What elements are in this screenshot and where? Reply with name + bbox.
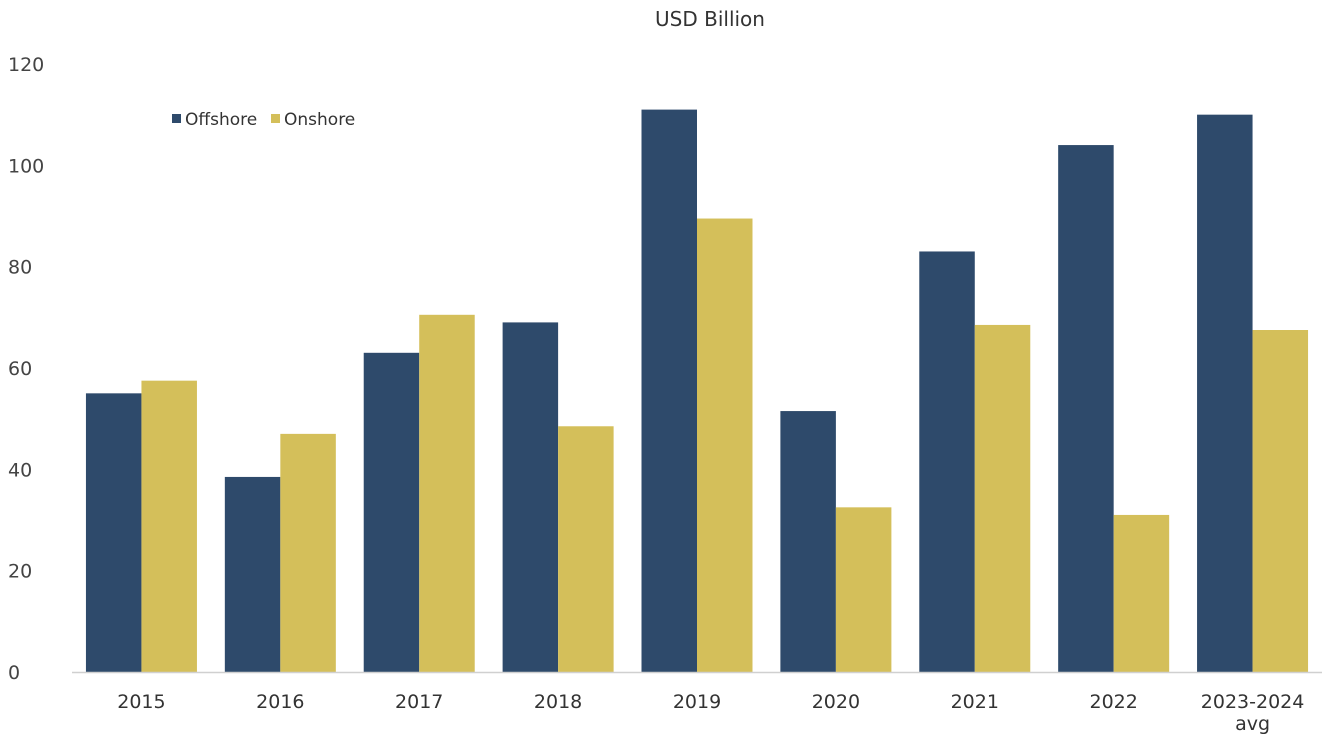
y-axis: 0 20 40 60 80 100 120 — [8, 54, 44, 684]
x-tick-label: 2022 — [1089, 691, 1137, 713]
x-tick-label: 2016 — [256, 691, 304, 713]
x-tick-label: 2017 — [395, 691, 443, 713]
x-tick-label: 2023-2024 avg — [1201, 691, 1305, 735]
bar-offshore-2021 — [919, 251, 975, 672]
bar-onshore-2016 — [280, 433, 336, 672]
legend-swatch-onshore — [271, 114, 280, 123]
y-tick-label: 120 — [8, 54, 44, 76]
bar-offshore-2018 — [502, 322, 559, 672]
y-tick-label: 80 — [8, 257, 32, 279]
bar-offshore-2017 — [363, 352, 420, 672]
bar-onshore-2020 — [835, 507, 892, 672]
bar-offshore-2022 — [1058, 145, 1114, 673]
x-axis: 2015 2016 2017 2018 2019 2020 2021 2022 2023-202… — [72, 671, 1322, 735]
x-tick-label: 2020 — [812, 691, 860, 713]
bar-offshore-2015 — [85, 393, 142, 672]
bar-onshore-2021 — [974, 324, 1031, 672]
x-tick-label: 2018 — [534, 691, 582, 713]
y-tick-label: 60 — [8, 358, 32, 380]
bar-onshore-2018 — [558, 426, 614, 672]
x-tick-label: 2015 — [117, 691, 165, 713]
legend-label-onshore: Onshore — [284, 110, 355, 130]
bar-offshore-2019 — [641, 109, 697, 673]
y-tick-label: 0 — [8, 662, 20, 684]
bar-onshore-2015 — [141, 380, 197, 672]
bar-onshore-2019 — [697, 218, 753, 673]
y-tick-label: 40 — [8, 459, 32, 481]
bar-onshore-2017 — [419, 314, 475, 672]
legend: Offshore Onshore — [172, 110, 355, 130]
legend-swatch-offshore — [172, 114, 181, 123]
x-tick-label: 2021 — [951, 691, 999, 713]
x-tick-label: 2019 — [673, 691, 721, 713]
bar-onshore-2022 — [1113, 514, 1170, 672]
bar-offshore-2023-2024-avg — [1197, 114, 1253, 672]
legend-label-offshore: Offshore — [185, 110, 257, 130]
y-tick-label: 20 — [8, 561, 32, 583]
bars — [85, 109, 1309, 673]
y-tick-label: 100 — [8, 155, 44, 177]
chart-title: USD Billion — [655, 7, 765, 31]
bar-onshore-2023-2024-avg — [1252, 330, 1309, 672]
bar-offshore-2020 — [780, 411, 836, 672]
bar-offshore-2016 — [224, 476, 281, 672]
